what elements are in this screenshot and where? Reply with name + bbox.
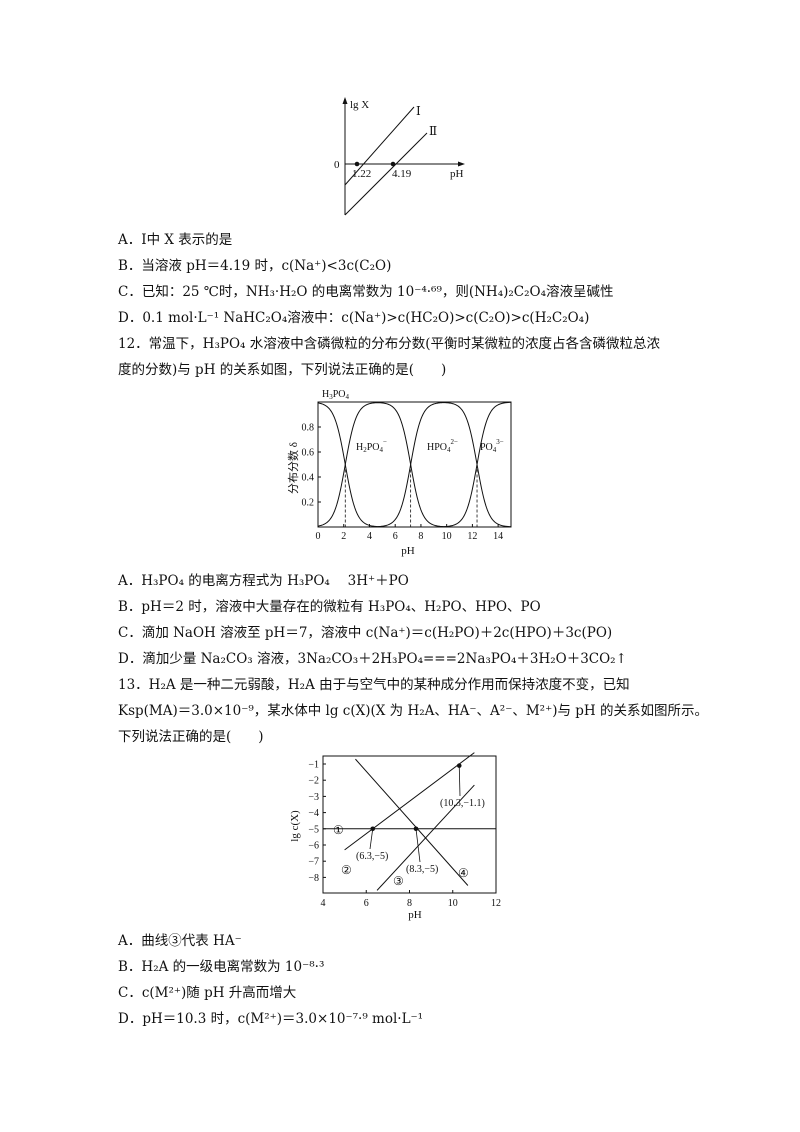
q11-option-d: D．0.1 mol·L⁻¹ NaHC₂O₄溶液中：c(Na⁺)>c(HC₂O)>… xyxy=(118,310,590,326)
x-tick-label: 6 xyxy=(364,898,369,909)
x-tick-label: 14 xyxy=(493,531,503,542)
x-axis-arrow xyxy=(458,161,465,167)
line-I-label: Ⅰ xyxy=(416,104,421,118)
x-axis-label: pH xyxy=(401,545,415,557)
curve-label-3: ③ xyxy=(393,874,404,888)
q12-option-a: A．H₃PO₄ 的电离方程式为 H₃PO₄ 3H⁺＋PO xyxy=(118,573,409,589)
q13-stem-line2: Ksp(MA)＝3.0×10⁻⁹，某水体中 lg c(X)(X 为 H₂A、HA… xyxy=(118,703,708,719)
q12-option-b: B．pH＝2 时，溶液中大量存在的微粒有 H₃PO₄、H₂PO、HPO、PO xyxy=(118,599,541,615)
tick-label-2: 4.19 xyxy=(392,168,412,180)
curve-h3po4 xyxy=(317,402,511,528)
y-tick-label: −6 xyxy=(308,841,319,852)
curve-label-4: ④ xyxy=(458,866,469,880)
q13-option-a: A．曲线③代表 HA⁻ xyxy=(118,933,242,949)
x-tick-label: 2 xyxy=(341,531,346,542)
origin-label: 0 xyxy=(334,159,340,171)
q13-figure: −1 −2 −3 −4 −5 −6 −7 −8 4 6 8 10 12 ① ② ③ ④ (6.3,−5)… xyxy=(290,752,501,921)
curve-label-1: ① xyxy=(333,823,344,837)
q11-figure: lg X Ⅰ Ⅱ 0 1.22 4.19 pH xyxy=(334,97,465,216)
q13-stem-line1: 13．H₂A 是一种二元弱酸，H₂A 由于与空气中的某种成分作用而保持浓度不变，… xyxy=(118,677,630,693)
point-label-1: (6.3,−5) xyxy=(356,851,388,862)
species-label-h3po4: H3PO4 xyxy=(322,389,350,401)
q13-option-b: B．H₂A 的一级电离常数为 10⁻⁸·³ xyxy=(118,959,325,975)
y-tick-label: −1 xyxy=(308,760,319,771)
species-label-hpo4: HPO42− xyxy=(427,438,458,454)
y-axis-label: 分布分数 δ xyxy=(287,442,300,494)
q12-stem-line1: 12．常温下，H₃PO₄ 水溶液中含磷微粒的分布分数(平衡时某微粒的浓度占各含磷… xyxy=(118,336,660,352)
y-axis-arrow xyxy=(342,97,348,104)
q13-option-c: C．c(M²⁺)随 pH 升高而增大 xyxy=(118,985,297,1001)
y-tick-label: 0.8 xyxy=(302,423,315,434)
q11-option-b: B．当溶液 pH＝4.19 时，c(Na⁺)<3c(C₂O) xyxy=(118,258,392,274)
curve-2 xyxy=(344,752,475,851)
tick-label-1: 1.22 xyxy=(352,168,371,180)
line-II-label: Ⅱ xyxy=(429,124,437,138)
q12-option-c: C．滴加 NaOH 溶液至 pH＝7，溶液中 c(Na⁺)＝c(H₂PO)＋2c… xyxy=(118,625,613,641)
y-axis-label: lg X xyxy=(350,99,369,111)
x-axis-label: pH xyxy=(450,168,464,180)
curve-hpo4 xyxy=(318,402,512,528)
y-tick-label: 0.2 xyxy=(302,498,315,509)
curve-4 xyxy=(355,758,469,886)
y-tick-label: −7 xyxy=(308,857,319,868)
y-tick-label: −4 xyxy=(308,808,319,819)
species-label-h2po4: H2PO4− xyxy=(356,438,387,454)
leader-3 xyxy=(458,765,461,797)
x-tick-label: 10 xyxy=(442,531,452,542)
point-label-3: (10.3,−1.1) xyxy=(440,798,485,809)
marked-point-2 xyxy=(413,826,419,832)
x-tick-label: 4 xyxy=(321,898,326,909)
q11-option-c: C．已知：25 ℃时，NH₃·H₂O 的电离常数为 10⁻⁴·⁶⁹，则(NH₄)… xyxy=(118,284,614,300)
y-tick-label: −8 xyxy=(308,873,319,884)
plot-frame xyxy=(317,401,512,528)
curve-po4 xyxy=(318,401,512,528)
point-I xyxy=(354,161,360,167)
x-tick-label: 12 xyxy=(467,531,477,542)
q13-stem-line3: 下列说法正确的是( ) xyxy=(118,729,264,745)
q12-figure: 0 2 4 6 8 10 12 14 0.2 0.4 0.6 0.8 H3PO4 H2PO4− HP… xyxy=(287,389,512,557)
x-axis-label: pH xyxy=(408,909,422,921)
y-axis-label: lg c(X) xyxy=(290,810,301,842)
point-II xyxy=(390,161,396,167)
species-label-po4: PO43− xyxy=(480,438,504,454)
marked-point-1 xyxy=(370,826,376,832)
x-tick-label: 0 xyxy=(316,531,321,542)
point-label-2: (8.3,−5) xyxy=(406,864,438,875)
q12-stem-line2: 度的分数)与 pH 的关系如图，下列说法正确的是( ) xyxy=(118,362,447,378)
leader-2 xyxy=(415,828,421,863)
y-tick-label: −5 xyxy=(308,824,319,835)
y-tick-label: −3 xyxy=(308,792,319,803)
x-tick-label: 12 xyxy=(491,898,501,909)
line-II xyxy=(344,132,428,216)
x-tick-label: 4 xyxy=(367,531,372,542)
x-tick-label: 10 xyxy=(448,898,458,909)
marked-point-3 xyxy=(456,763,462,768)
y-tick-label: 0.6 xyxy=(302,448,315,459)
x-tick-label: 8 xyxy=(407,898,412,909)
line-I xyxy=(344,106,415,186)
q13-option-d: D．pH＝10.3 时，c(M²⁺)＝3.0×10⁻⁷·⁹ mol·L⁻¹ xyxy=(118,1011,424,1027)
curve-label-2: ② xyxy=(341,863,352,877)
y-tick-label: 0.4 xyxy=(302,473,315,484)
curve-h2po4 xyxy=(317,402,511,528)
x-tick-label: 6 xyxy=(393,531,398,542)
x-tick-label: 8 xyxy=(418,531,423,542)
q12-option-d: D．滴加少量 Na₂CO₃ 溶液，3Na₂CO₃＋2H₃PO₄===2Na₃PO… xyxy=(118,651,627,667)
leader-1 xyxy=(369,828,374,850)
y-tick-label: −2 xyxy=(308,776,319,787)
q11-option-a: A．Ⅰ中 X 表示的是 xyxy=(118,232,233,248)
